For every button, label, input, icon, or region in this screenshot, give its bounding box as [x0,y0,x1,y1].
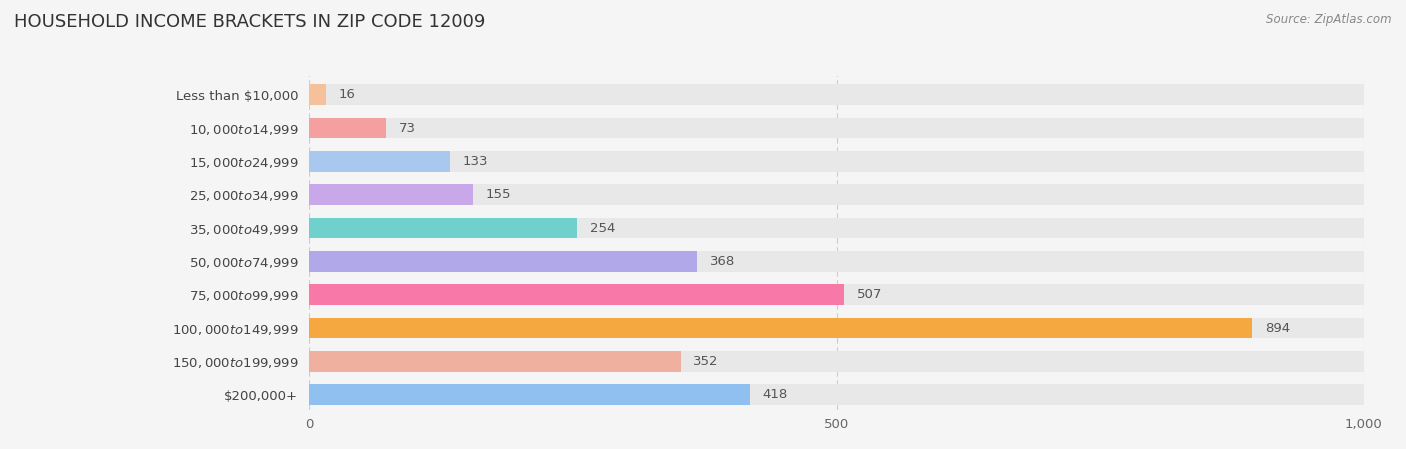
Bar [309,151,1364,172]
Bar [309,284,844,305]
Bar [309,284,1364,305]
Bar [309,218,1364,238]
Bar [309,185,472,205]
Text: 507: 507 [856,288,882,301]
Text: 254: 254 [591,221,616,234]
Bar [309,351,1364,372]
Bar [309,118,1364,138]
Bar [309,318,1251,339]
Bar [309,218,578,238]
Bar [309,351,681,372]
Bar [309,151,450,172]
Text: HOUSEHOLD INCOME BRACKETS IN ZIP CODE 12009: HOUSEHOLD INCOME BRACKETS IN ZIP CODE 12… [14,13,485,31]
Text: 155: 155 [485,188,510,201]
Text: 73: 73 [399,122,416,135]
Text: Source: ZipAtlas.com: Source: ZipAtlas.com [1267,13,1392,26]
Bar [309,251,1364,272]
Bar [309,118,387,138]
Bar [309,318,1364,339]
Bar [309,384,751,405]
Bar [309,84,1364,105]
Text: 894: 894 [1265,321,1289,335]
Text: 16: 16 [339,88,356,101]
Bar [309,84,326,105]
Text: 418: 418 [762,388,787,401]
Text: 352: 352 [693,355,718,368]
Text: 368: 368 [710,255,735,268]
Bar [309,251,697,272]
Bar [309,185,1364,205]
Text: 133: 133 [463,155,488,168]
Bar [309,384,1364,405]
